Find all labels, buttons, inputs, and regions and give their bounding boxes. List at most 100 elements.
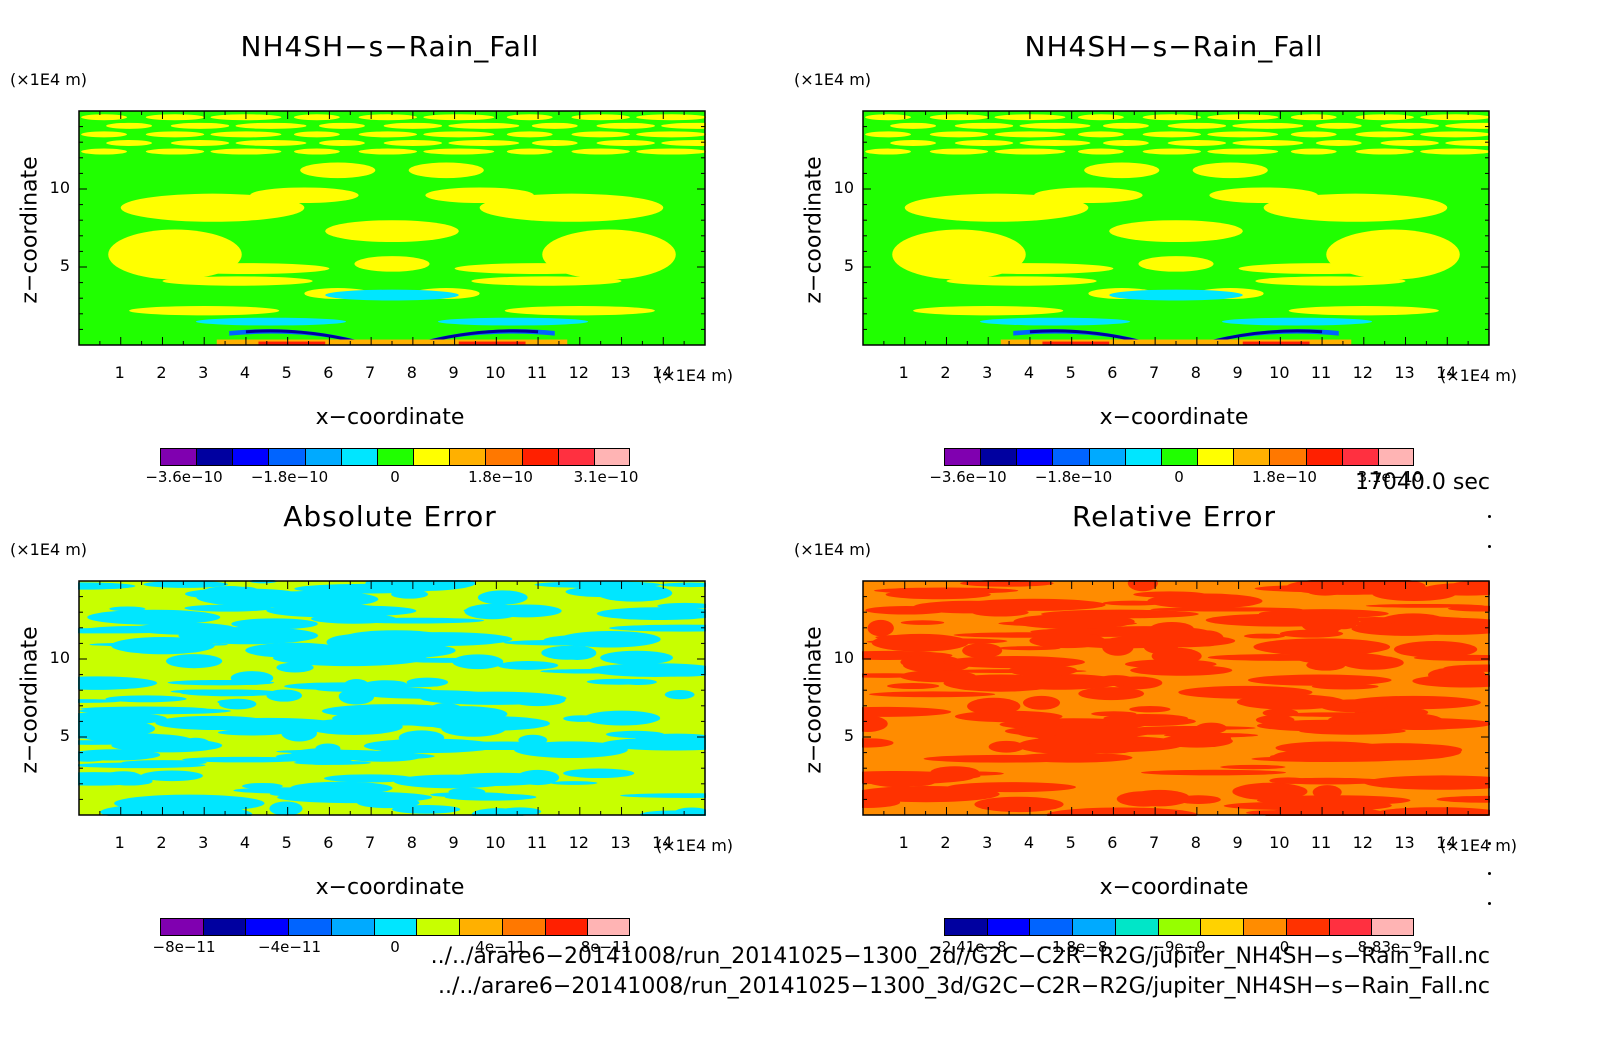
error-patch xyxy=(406,677,449,687)
error-patch xyxy=(1013,613,1135,630)
colorbar-divider xyxy=(1285,918,1287,936)
colorbar-divider xyxy=(521,448,523,466)
positive-patch xyxy=(448,122,520,129)
colorbar-divider xyxy=(459,918,461,936)
error-patch xyxy=(1387,617,1490,635)
colorbar-divider xyxy=(416,918,418,936)
error-patch xyxy=(242,782,283,790)
error-patch xyxy=(550,781,598,785)
x-unit-label: (×1E4 m) xyxy=(656,836,734,855)
colorbar-swatch xyxy=(485,448,523,466)
error-patch xyxy=(606,730,665,738)
colorbar-divider xyxy=(304,448,306,466)
positive-patch xyxy=(1263,193,1448,222)
colorbar-swatch xyxy=(160,448,197,466)
error-patch xyxy=(583,710,661,726)
positive-patch xyxy=(354,256,430,272)
positive-patch xyxy=(865,114,911,121)
negative-patch xyxy=(1109,289,1243,301)
colorbar-swatch xyxy=(557,448,595,466)
colorbar-divider xyxy=(1072,918,1074,936)
error-patch xyxy=(266,603,389,618)
positive-patch xyxy=(929,114,989,121)
error-patch xyxy=(401,775,549,787)
x-axis-label: x−coordinate xyxy=(315,405,465,430)
positive-patch xyxy=(1209,187,1318,204)
colorbar-swatch xyxy=(160,918,204,936)
error-patch xyxy=(962,643,1003,659)
positive-patch xyxy=(571,148,630,155)
colorbar-divider xyxy=(1305,448,1307,466)
margin-dot xyxy=(1488,842,1491,845)
error-patch xyxy=(1102,600,1164,606)
colorbar-label: 1.8e−10 xyxy=(468,468,533,486)
x-tick-label: 12 xyxy=(568,833,589,852)
colorbar-swatch xyxy=(1328,918,1372,936)
colorbar-divider xyxy=(593,448,595,466)
x-tick-label: 7 xyxy=(1149,833,1160,852)
positive-patch xyxy=(81,131,127,138)
colorbar-swatch xyxy=(521,448,559,466)
error-patch xyxy=(997,673,1122,690)
positive-patch xyxy=(1255,276,1406,286)
error-patch xyxy=(862,715,888,732)
error-patch xyxy=(276,749,381,754)
colorbar-label: 8e−11 xyxy=(580,938,632,956)
positive-patch xyxy=(1077,148,1124,155)
x-tick-label: 13 xyxy=(1394,833,1415,852)
error-patch xyxy=(961,598,1106,611)
x-tick-label: 11 xyxy=(526,833,548,852)
footer-path-3d: ../../arare6−20141008/run_20141025−1300_… xyxy=(438,974,1490,999)
positive-patch xyxy=(1315,122,1362,129)
positive-patch xyxy=(293,114,340,121)
colorbar-label: −1.8e−8 xyxy=(1039,938,1108,956)
colorbar-swatch xyxy=(1200,918,1244,936)
error-patch xyxy=(1141,769,1286,776)
error-patch xyxy=(1236,694,1346,710)
positive-patch xyxy=(890,139,937,146)
positive-patch xyxy=(1142,148,1202,155)
colorbar-divider xyxy=(373,918,375,936)
error-patch xyxy=(167,679,275,686)
positive-patch xyxy=(531,122,578,129)
negative-band-core xyxy=(1029,329,1139,343)
error-patch xyxy=(1205,613,1357,627)
colorbar-divider xyxy=(1243,918,1245,936)
error-patch xyxy=(862,796,901,808)
error-patch xyxy=(660,582,706,588)
error-patch xyxy=(885,589,991,600)
error-patch xyxy=(900,620,945,625)
error-patch xyxy=(365,580,476,592)
negative-patch xyxy=(195,317,347,326)
colorbar-divider xyxy=(1052,448,1054,466)
colorbar-label: −3.6e−10 xyxy=(145,468,223,486)
colorbar-label: 4e−11 xyxy=(475,938,526,956)
colorbar-swatch xyxy=(1072,918,1116,936)
error-patch xyxy=(1029,633,1106,649)
positive-patch xyxy=(1420,148,1490,155)
error-patch xyxy=(392,804,461,814)
negative-band xyxy=(1209,329,1339,343)
positive-patch xyxy=(1077,114,1124,121)
positive-patch xyxy=(1207,131,1279,138)
colorbar-divider xyxy=(1124,448,1126,466)
error-patch xyxy=(1327,612,1360,630)
error-patch xyxy=(1363,775,1490,790)
positive-patch xyxy=(1034,187,1143,204)
colorbar-divider xyxy=(196,448,198,466)
colorbar-divider xyxy=(1157,918,1159,936)
colorbar-label: −3.6e−10 xyxy=(929,468,1007,486)
contour-patches xyxy=(78,580,706,816)
x-tick-label: 11 xyxy=(526,363,548,382)
negative-band-core xyxy=(429,329,539,343)
error-patch xyxy=(338,688,375,705)
error-patch xyxy=(194,717,341,732)
positive-patch xyxy=(129,306,280,316)
colorbar-divider xyxy=(1029,918,1031,936)
error-patch xyxy=(1195,722,1227,734)
error-patch xyxy=(105,695,187,703)
colorbar-swatch xyxy=(986,918,1030,936)
x-tick-label: 5 xyxy=(281,363,292,382)
colorbar-swatch xyxy=(245,918,289,936)
error-patch xyxy=(1014,752,1133,763)
